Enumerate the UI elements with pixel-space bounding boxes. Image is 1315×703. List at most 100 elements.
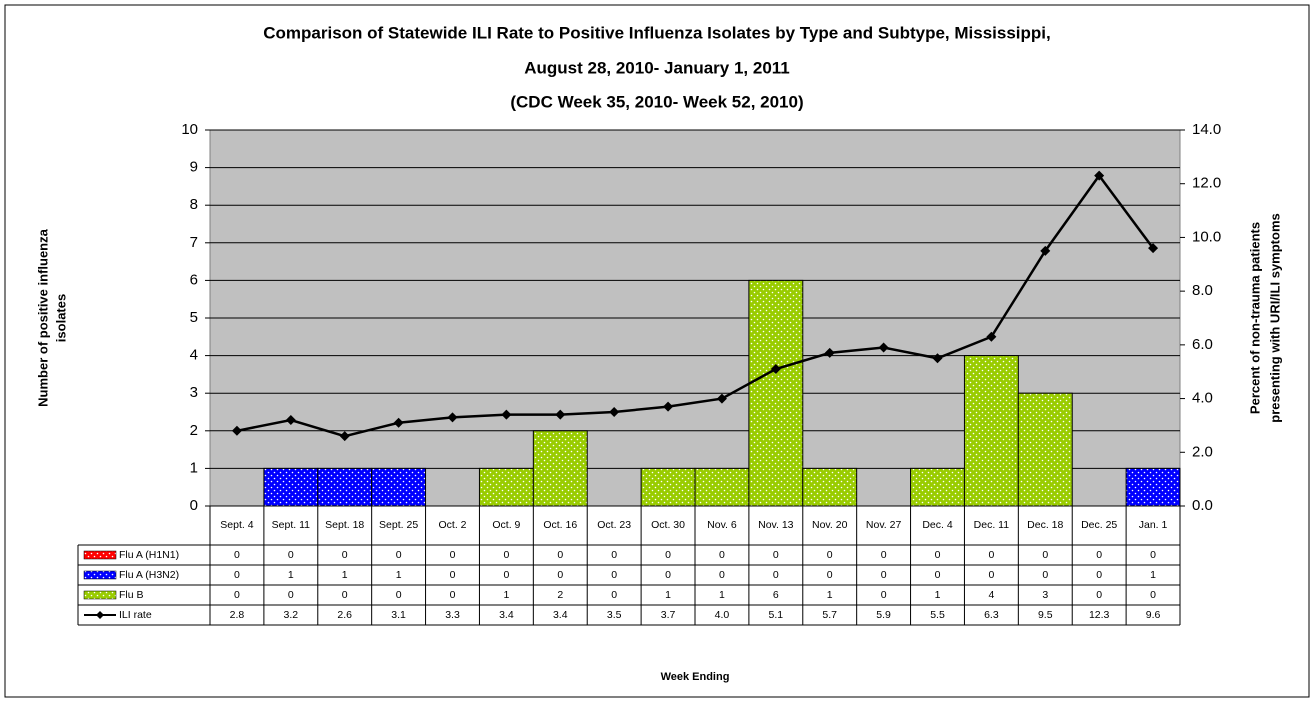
x-tick-label: Oct. 16 bbox=[543, 519, 577, 531]
y2-tick-label: 10.0 bbox=[1192, 228, 1221, 245]
y2-tick-label: 14.0 bbox=[1192, 121, 1221, 138]
marker bbox=[231, 425, 242, 436]
y2-tick-label: 6.0 bbox=[1192, 336, 1213, 353]
table-cell: 0 bbox=[234, 549, 240, 561]
y-tick-label: 7 bbox=[190, 234, 198, 251]
bar bbox=[748, 279, 804, 507]
table-cell: 5.9 bbox=[876, 609, 891, 621]
x-tick-label: Nov. 20 bbox=[812, 519, 848, 531]
table-cell: 0 bbox=[450, 569, 456, 581]
table-cell: 0 bbox=[1096, 549, 1102, 561]
y-tick-label: 6 bbox=[190, 271, 198, 288]
table-cell: 5.5 bbox=[930, 609, 945, 621]
marker bbox=[716, 393, 727, 404]
table-cell: 0 bbox=[1042, 569, 1048, 581]
table-cell: 0 bbox=[342, 589, 348, 601]
bar bbox=[963, 355, 1019, 507]
y-tick-label: 2 bbox=[190, 422, 198, 439]
legend-swatch bbox=[83, 590, 117, 600]
table-cell: 4 bbox=[988, 589, 994, 601]
table-cell: 0 bbox=[881, 549, 887, 561]
x-axis-label: Week Ending bbox=[661, 671, 730, 683]
chart-title: (CDC Week 35, 2010- Week 52, 2010) bbox=[510, 92, 803, 111]
table-cell: 0 bbox=[1096, 589, 1102, 601]
marker bbox=[393, 417, 404, 428]
table-cell: 0 bbox=[881, 569, 887, 581]
table-cell: 1 bbox=[288, 569, 294, 581]
line bbox=[236, 173, 1155, 438]
table-cell: 0 bbox=[234, 569, 240, 581]
y2-axis-label: Percent of non-trauma patients bbox=[1247, 222, 1262, 414]
table-cell: 3.4 bbox=[553, 609, 568, 621]
table-cell: 0 bbox=[503, 549, 509, 561]
table-cell: 0 bbox=[450, 589, 456, 601]
y2-tick-label: 2.0 bbox=[1192, 443, 1213, 460]
table-cell: 0 bbox=[773, 569, 779, 581]
table-cell: 5.7 bbox=[822, 609, 837, 621]
bar bbox=[1017, 392, 1073, 507]
table-cell: 1 bbox=[827, 589, 833, 601]
table-cell: 12.3 bbox=[1089, 609, 1110, 621]
chart-title: August 28, 2010- January 1, 2011 bbox=[524, 58, 790, 77]
table-cell: 2.6 bbox=[337, 609, 352, 621]
x-tick-label: Oct. 23 bbox=[597, 519, 631, 531]
marker bbox=[932, 353, 943, 364]
table-cell: 0 bbox=[1042, 549, 1048, 561]
chart-title: Comparison of Statewide ILI Rate to Posi… bbox=[263, 23, 1051, 42]
table-cell: 0 bbox=[1150, 589, 1156, 601]
bar bbox=[640, 467, 696, 507]
table-cell: 0 bbox=[1096, 569, 1102, 581]
marker bbox=[663, 401, 674, 412]
x-tick-label: Sept. 25 bbox=[379, 519, 418, 531]
marker bbox=[1094, 170, 1105, 181]
legend-label: ILI rate bbox=[119, 609, 152, 621]
table-cell: 0 bbox=[988, 569, 994, 581]
marker bbox=[447, 412, 458, 423]
table-cell: 9.5 bbox=[1038, 609, 1053, 621]
y-tick-label: 3 bbox=[190, 384, 198, 401]
x-tick-label: Sept. 18 bbox=[325, 519, 364, 531]
table-cell: 0 bbox=[719, 549, 725, 561]
legend-label: Flu A (H1N1) bbox=[119, 549, 179, 561]
bar bbox=[371, 467, 427, 507]
marker bbox=[501, 409, 512, 420]
table-cell: 3.1 bbox=[391, 609, 406, 621]
table-cell: 0 bbox=[611, 549, 617, 561]
y2-tick-label: 8.0 bbox=[1192, 282, 1213, 299]
y-axis-label: Number of positive influenza bbox=[35, 228, 50, 406]
marker bbox=[878, 342, 889, 353]
y2-tick-label: 12.0 bbox=[1192, 175, 1221, 192]
table-cell: 0 bbox=[396, 589, 402, 601]
marker bbox=[339, 431, 350, 442]
table-cell: 6.3 bbox=[984, 609, 999, 621]
table-cell: 0 bbox=[503, 569, 509, 581]
table-cell: 1 bbox=[342, 569, 348, 581]
y-axis-label: isolates bbox=[53, 294, 68, 342]
marker bbox=[1040, 245, 1051, 256]
marker bbox=[285, 415, 296, 426]
bar bbox=[1125, 467, 1181, 507]
x-tick-label: Dec. 11 bbox=[974, 519, 1010, 531]
bar bbox=[532, 430, 588, 507]
table-cell: 5.1 bbox=[769, 609, 784, 621]
bar bbox=[317, 467, 373, 507]
table-cell: 6 bbox=[773, 589, 779, 601]
y-tick-label: 9 bbox=[190, 159, 198, 176]
table-cell: 0 bbox=[1150, 549, 1156, 561]
y-tick-label: 1 bbox=[190, 459, 198, 476]
table-cell: 0 bbox=[935, 569, 941, 581]
table-cell: 9.6 bbox=[1146, 609, 1161, 621]
table-cell: 1 bbox=[719, 589, 725, 601]
y-tick-label: 8 bbox=[190, 196, 198, 213]
x-tick-label: Jan. 1 bbox=[1139, 519, 1168, 531]
bar bbox=[478, 467, 534, 507]
table-cell: 0 bbox=[935, 549, 941, 561]
table-cell: 0 bbox=[773, 549, 779, 561]
table-cell: 0 bbox=[881, 589, 887, 601]
table-cell: 3.3 bbox=[445, 609, 460, 621]
table-cell: 1 bbox=[503, 589, 509, 601]
legend-swatch bbox=[83, 550, 117, 560]
x-tick-label: Sept. 4 bbox=[220, 519, 253, 531]
y-tick-label: 4 bbox=[190, 347, 198, 364]
